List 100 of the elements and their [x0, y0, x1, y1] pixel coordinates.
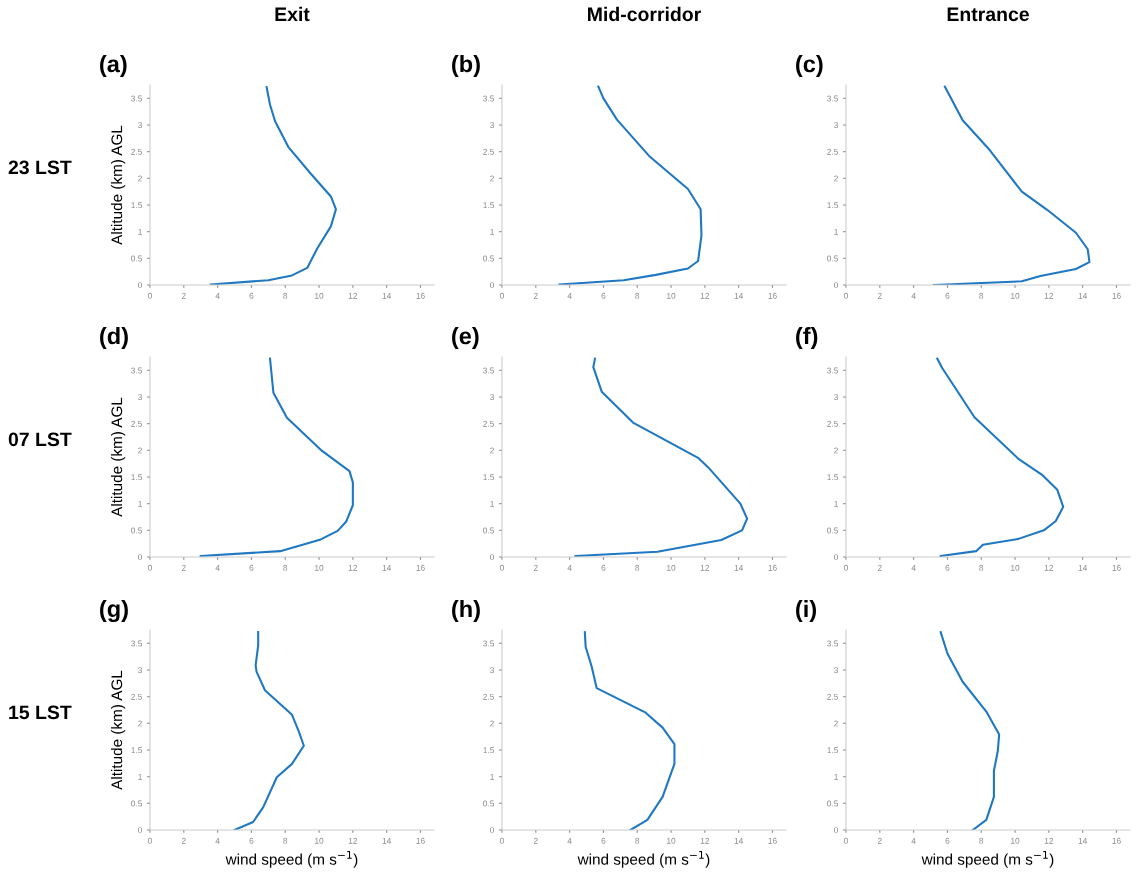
x-tick-label: 10 — [1011, 292, 1020, 299]
line-series — [558, 85, 703, 285]
x-tick-label: 12 — [700, 564, 710, 571]
x-tick-label: 0 — [500, 837, 504, 844]
y-tick-label: 2 — [138, 720, 142, 727]
x-tick-label: 2 — [877, 292, 882, 299]
x-tick-label: 14 — [382, 837, 392, 844]
x-tick-label: 4 — [215, 564, 220, 571]
x-tick-label: 2 — [181, 837, 186, 844]
y-tick-label: 3 — [138, 394, 142, 401]
y-tick-label: 1.5 — [827, 202, 839, 209]
text: 23 LST — [8, 160, 72, 175]
x-tick-label: 6 — [249, 837, 254, 844]
x-tick-label: 4 — [567, 837, 572, 844]
y-tick-label: 2 — [490, 447, 494, 454]
x-tick-label: 14 — [734, 292, 744, 299]
chart-subtitle: Exit — [275, 6, 310, 22]
y-tick-label: 3 — [834, 667, 838, 674]
y-tick-label: 2.5 — [131, 148, 143, 155]
x-axis-title: wind speed (m s$^{−1}$) — [225, 850, 358, 868]
y-tick-label: 3 — [138, 667, 142, 674]
y-tick-label: 0.5 — [827, 800, 839, 807]
x-tick-label: 2 — [877, 837, 882, 844]
x-tick-label: 10 — [667, 564, 676, 571]
y-tick-label: 1.5 — [483, 202, 495, 209]
y-tick-label: 1 — [834, 773, 838, 780]
y-tick-label: 0 — [490, 827, 495, 834]
x-tick-label: 2 — [181, 564, 186, 571]
chart-title: (a) — [100, 54, 127, 77]
x-tick-label: 2 — [181, 292, 186, 299]
y-tick-label: 3 — [834, 122, 838, 129]
chart-title: (e) — [452, 326, 479, 349]
x-tick-label: 8 — [635, 292, 640, 299]
x-tick-label: 6 — [601, 837, 606, 844]
x-tick-label: 4 — [911, 292, 916, 299]
y-tick-label: 3.5 — [131, 95, 143, 102]
y-tick-label: 1 — [834, 228, 838, 235]
x-tick-label: 8 — [979, 292, 984, 299]
x-tick-label: 6 — [945, 292, 950, 299]
x-tick-label: 6 — [945, 564, 950, 571]
x-tick-label: 4 — [911, 837, 916, 844]
x-tick-label: 16 — [768, 564, 777, 571]
y-tick-label: 3 — [490, 667, 494, 674]
y-tick-label: 2 — [490, 175, 494, 182]
x-tick-label: 14 — [1078, 837, 1088, 844]
x-tick-label: 2 — [877, 564, 882, 571]
y-tick-label: 0 — [834, 282, 839, 289]
x-tick-label: 6 — [945, 837, 950, 844]
y-tick-label: 3.5 — [483, 95, 495, 102]
line-series — [583, 631, 676, 830]
y-tick-label: 1 — [138, 228, 142, 235]
x-tick-label: 0 — [500, 292, 504, 299]
y-tick-label: 2.5 — [483, 693, 495, 700]
x-tick-label: 0 — [148, 564, 152, 571]
y-tick-label: 1 — [490, 500, 494, 507]
y-tick-label: 3.5 — [827, 95, 839, 102]
y-tick-label: 0 — [490, 554, 495, 561]
y-tick-label: 2 — [490, 720, 494, 727]
y-tick-label: 1.5 — [131, 202, 143, 209]
y-axis-title: Altitude (km) AGL — [110, 670, 126, 790]
x-tick-label: 0 — [500, 564, 504, 571]
y-tick-label: 0.5 — [827, 527, 839, 534]
x-axis-title: wind speed (m s$^{−1}$) — [921, 850, 1054, 868]
y-tick-label: 1.5 — [483, 474, 495, 481]
x-tick-label: 12 — [1044, 564, 1054, 571]
x-tick-label: 16 — [1112, 292, 1121, 299]
y-tick-label: 1.5 — [483, 747, 495, 754]
y-tick-label: 0 — [490, 282, 495, 289]
x-tick-label: 14 — [382, 292, 392, 299]
y-axis-title: Altitude (km) AGL — [110, 397, 126, 517]
x-tick-label: 6 — [601, 564, 606, 571]
y-tick-label: 2 — [138, 447, 142, 454]
x-tick-label: 10 — [315, 292, 324, 299]
y-tick-label: 2.5 — [131, 693, 143, 700]
y-tick-label: 0.5 — [483, 800, 495, 807]
x-tick-label: 16 — [416, 564, 425, 571]
y-tick-label: 2.5 — [131, 420, 143, 427]
x-tick-label: 16 — [1112, 564, 1121, 571]
x-tick-label: 8 — [283, 564, 288, 571]
x-tick-label: 10 — [315, 837, 324, 844]
line-series — [233, 631, 305, 830]
x-tick-label: 0 — [844, 564, 848, 571]
y-tick-label: 1 — [490, 773, 494, 780]
y-tick-label: 3 — [138, 122, 142, 129]
x-tick-label: 0 — [148, 292, 152, 299]
y-tick-label: 1 — [834, 500, 838, 507]
y-tick-label: 2 — [834, 447, 838, 454]
y-tick-label: 2 — [834, 175, 838, 182]
x-tick-label: 14 — [734, 564, 744, 571]
y-tick-label: 1.5 — [131, 474, 143, 481]
x-tick-label: 8 — [635, 564, 640, 571]
y-tick-label: 3 — [490, 394, 494, 401]
x-tick-label: 10 — [667, 837, 676, 844]
x-tick-label: 16 — [416, 837, 425, 844]
x-tick-label: 12 — [1044, 292, 1054, 299]
x-tick-label: 6 — [249, 292, 254, 299]
x-tick-label: 2 — [533, 564, 538, 571]
y-tick-label: 3.5 — [483, 640, 495, 647]
x-tick-label: 4 — [911, 564, 916, 571]
x-tick-label: 4 — [215, 292, 220, 299]
